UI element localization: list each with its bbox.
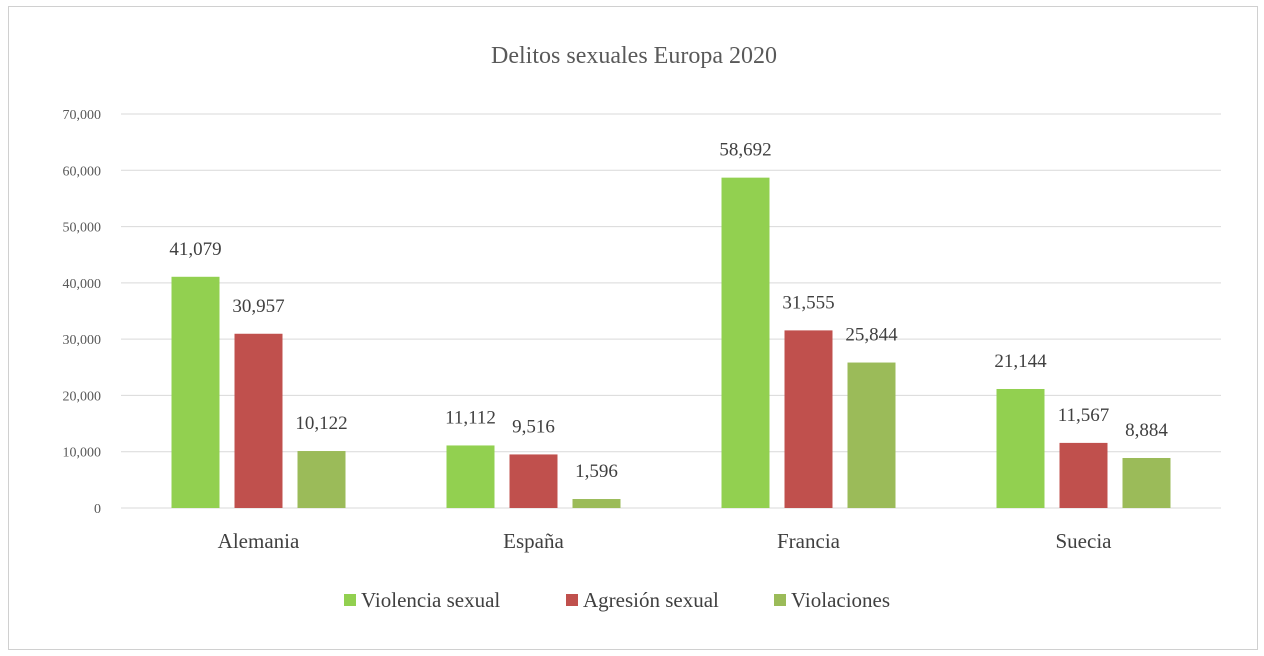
bar-violencia-sexual-alemania	[171, 276, 220, 508]
y-tick-label: 30,000	[63, 333, 102, 348]
data-label: 10,122	[295, 413, 347, 434]
bar-agresi-n-sexual-francia	[784, 330, 833, 508]
data-label: 58,692	[719, 140, 771, 161]
y-tick-label: 0	[94, 502, 101, 517]
y-tick-label: 60,000	[63, 164, 102, 179]
legend-swatch	[774, 594, 786, 606]
y-tick-label: 50,000	[63, 221, 102, 236]
bar-violaciones-espa-a	[572, 499, 621, 508]
legend-swatch	[566, 594, 578, 606]
bar-agresi-n-sexual-alemania	[234, 333, 283, 508]
data-label: 9,516	[512, 416, 555, 437]
data-label: 11,567	[1058, 405, 1110, 426]
legend-swatch	[344, 594, 356, 606]
legend-item: Violencia sexual	[344, 588, 500, 612]
data-label: 11,112	[445, 407, 496, 428]
data-label: 31,555	[782, 292, 834, 313]
bar-violaciones-francia	[847, 362, 896, 508]
y-tick-label: 10,000	[63, 446, 102, 461]
gridlines	[121, 113, 1221, 509]
bar-chart: Delitos sexuales Europa 2020 0 10,000 20,0…	[63, 43, 1221, 612]
bars	[171, 177, 1171, 508]
bar-violencia-sexual-suecia	[996, 388, 1045, 508]
chart-frame: Delitos sexuales Europa 2020 0 10,000 20,0…	[8, 6, 1258, 650]
x-axis-ticks: Alemania España Francia Suecia	[218, 529, 1112, 553]
bar-agresi-n-sexual-espa-a	[509, 454, 558, 508]
y-tick-label: 20,000	[63, 389, 102, 404]
bar-violaciones-alemania	[297, 451, 346, 508]
legend-item: Violaciones	[774, 588, 890, 612]
x-tick-label: España	[503, 529, 564, 553]
legend-label: Agresión sexual	[583, 588, 719, 612]
data-label: 21,144	[994, 351, 1047, 372]
legend-item: Agresión sexual	[566, 588, 719, 612]
data-label: 1,596	[575, 461, 618, 482]
bar-agresi-n-sexual-suecia	[1059, 442, 1108, 508]
y-tick-label: 70,000	[63, 108, 102, 123]
data-label: 30,957	[232, 296, 284, 317]
y-tick-label: 40,000	[63, 277, 102, 292]
chart-title: Delitos sexuales Europa 2020	[491, 43, 777, 69]
data-label: 8,884	[1125, 420, 1168, 441]
x-tick-label: Alemania	[218, 529, 300, 553]
bar-violencia-sexual-espa-a	[446, 445, 495, 508]
data-labels: 41,079 30,957 10,122 11,112 9,516 1,596 58,692…	[169, 140, 1168, 482]
legend-label: Violencia sexual	[361, 588, 500, 612]
bar-violencia-sexual-francia	[721, 177, 770, 508]
data-label: 41,079	[169, 239, 221, 260]
legend-label: Violaciones	[791, 588, 890, 612]
y-axis-ticks: 0 10,000 20,000 30,000 40,000 50,000 60,000 70,…	[63, 108, 102, 517]
bar-violaciones-suecia	[1122, 457, 1171, 508]
x-tick-label: Suecia	[1056, 529, 1113, 553]
legend: Violencia sexual Agresión sexual Violacion…	[344, 588, 890, 612]
x-tick-label: Francia	[777, 529, 841, 553]
data-label: 25,844	[845, 325, 898, 346]
